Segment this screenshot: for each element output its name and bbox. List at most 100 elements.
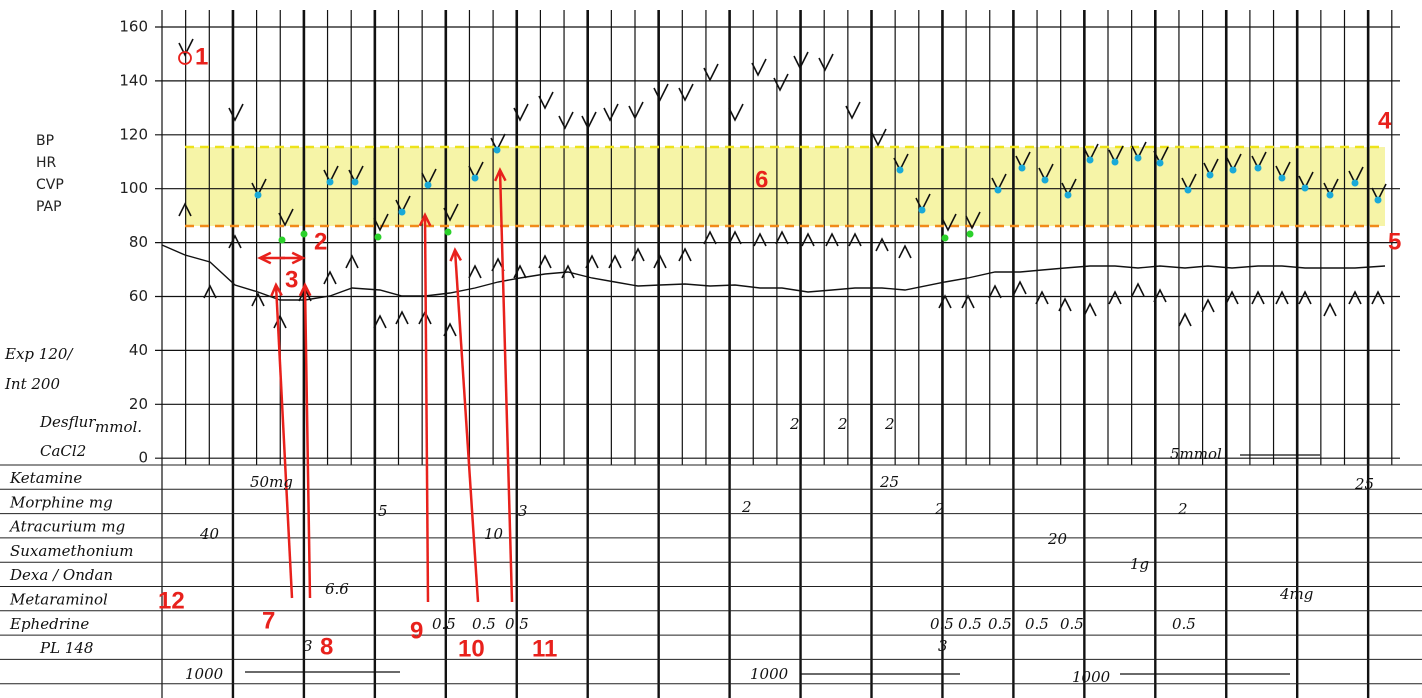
y-tick-label: 140: [119, 71, 148, 89]
dia-mark: [876, 239, 888, 251]
side-note: mmol.: [95, 418, 142, 436]
in-range-dot: [1207, 172, 1214, 179]
annotation-number: 10: [458, 635, 485, 662]
parameter-label: HR: [36, 155, 57, 171]
dia-mark: [346, 256, 358, 268]
in-range-dot: [255, 192, 262, 199]
in-range-dot: [1135, 155, 1142, 162]
dia-mark: [1179, 314, 1191, 326]
handwritten-entry: 25: [879, 473, 899, 491]
annotation-number: 5: [1388, 228, 1401, 255]
in-range-dot: [472, 175, 479, 182]
parameter-label: PAP: [36, 199, 62, 215]
handwritten-entry: 2: [837, 415, 848, 433]
in-range-dot: [1375, 197, 1382, 204]
handwritten-entry: 10: [484, 525, 504, 543]
handwritten-entry: 1000: [185, 665, 224, 683]
target-band: [185, 147, 1385, 226]
dia-mark: [1276, 292, 1288, 304]
y-tick-label: 80: [129, 233, 148, 251]
drug-row: PL 148: [39, 639, 93, 657]
annotation-number: 8: [320, 633, 333, 660]
low-dot: [375, 234, 382, 241]
drug-row: Atracurium mg: [8, 518, 125, 536]
handwritten-entry: 3: [938, 637, 948, 655]
low-dot: [967, 231, 974, 238]
hr-line: [162, 245, 1385, 300]
bp-mark: [752, 59, 766, 75]
red-arrow: [305, 285, 310, 598]
handwritten-entry: 6.6: [325, 580, 349, 598]
dia-mark: [469, 266, 481, 278]
in-range-dot: [425, 182, 432, 189]
dia-mark: [1084, 304, 1096, 316]
in-range-dot: [1185, 187, 1192, 194]
y-tick-label: 100: [119, 179, 148, 197]
handwritten-entry: 3: [303, 637, 313, 655]
y-tick-label: 20: [129, 395, 148, 413]
annotation-number: 12: [158, 587, 185, 614]
handwritten-entry: 0.5: [958, 615, 982, 633]
dia-mark: [1299, 292, 1311, 304]
red-arrow: [455, 250, 478, 602]
dia-mark: [826, 234, 838, 246]
handwritten-entry: 0.5: [930, 615, 954, 633]
handwritten-entry: 0.5: [432, 615, 456, 633]
dia-mark: [1109, 292, 1121, 304]
dia-mark: [802, 234, 814, 246]
handwritten-entry: 0.5: [988, 615, 1012, 633]
handwritten-entry: 1000: [1072, 668, 1111, 686]
handwritten-entry: 4mg: [1279, 585, 1313, 603]
dia-mark: [1372, 292, 1384, 304]
annotation-number: 2: [314, 228, 327, 255]
annotation-number: 1: [195, 43, 208, 70]
handwritten-entry: 0.5: [505, 615, 529, 633]
dia-mark: [396, 312, 408, 324]
bp-mark: [654, 84, 668, 100]
in-range-dot: [1042, 177, 1049, 184]
page: 160140120100806040200BPHRCVPPAPExp 120/I…: [0, 0, 1422, 698]
in-range-dot: [1327, 192, 1334, 199]
red-arrow: [425, 215, 428, 602]
in-range-dot: [1087, 157, 1094, 164]
bp-mark: [729, 104, 743, 120]
dia-mark: [849, 234, 861, 246]
dia-mark: [1226, 292, 1238, 304]
drug-row: Suxamethonium: [10, 542, 134, 560]
drug-row: Ketamine: [9, 469, 82, 487]
handwritten-entry: 0.5: [1172, 615, 1196, 633]
dia-mark: [324, 272, 336, 284]
bp-mark: [539, 92, 553, 108]
side-note: Int 200: [4, 375, 60, 393]
bp-mark: [629, 102, 643, 118]
in-range-dot: [995, 187, 1002, 194]
dia-mark: [1014, 282, 1026, 294]
bp-mark: [872, 129, 886, 145]
in-range-dot: [1352, 180, 1359, 187]
y-tick-label: 0: [138, 449, 148, 467]
in-range-dot: [1157, 160, 1164, 167]
handwritten-entry: 2: [884, 415, 895, 433]
handwritten-entry: 0.5: [472, 615, 496, 633]
dia-mark: [899, 246, 911, 258]
low-dot: [942, 235, 949, 242]
dia-mark: [1252, 292, 1264, 304]
dia-mark: [962, 296, 974, 308]
in-range-dot: [1019, 165, 1026, 172]
bp-mark: [819, 54, 833, 70]
handwritten-entry: 50mg: [250, 473, 293, 491]
handwritten-entry: 2: [934, 500, 945, 518]
y-tick-label: 40: [129, 341, 148, 359]
annotation-number: 11: [532, 635, 557, 662]
side-note: Desflur: [39, 413, 96, 431]
y-tick-label: 160: [119, 18, 148, 36]
handwritten-entry: 40: [199, 525, 220, 543]
dia-mark: [679, 249, 691, 261]
annotation-number: 6: [755, 166, 768, 193]
dia-mark: [654, 256, 666, 268]
handwritten-entry: 3: [518, 502, 528, 520]
handwritten-entry: 5: [378, 502, 388, 520]
handwritten-entry: 1g: [1130, 555, 1149, 573]
in-range-dot: [1279, 175, 1286, 182]
